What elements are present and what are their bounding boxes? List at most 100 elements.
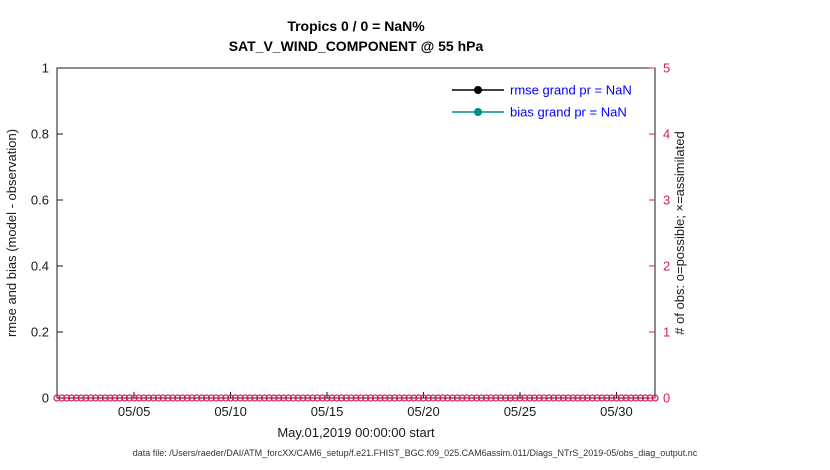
possible-obs-marker [67, 394, 76, 402]
possible-obs-marker [289, 394, 297, 402]
possible-obs-marker [390, 394, 399, 402]
possible-obs-marker [366, 394, 375, 402]
possible-obs-marker [492, 394, 500, 402]
x-tick-label: 05/30 [600, 404, 633, 419]
possible-obs-marker [299, 394, 307, 402]
possible-obs-marker [617, 394, 625, 402]
possible-obs-marker [506, 394, 514, 402]
possible-obs-marker [636, 394, 645, 402]
chart-title: Tropics 0 / 0 = NaN% [287, 18, 425, 34]
possible-obs-marker [415, 394, 423, 402]
possible-obs-marker [376, 394, 384, 402]
possible-obs-marker [217, 394, 225, 402]
y-axis-label-left: rmse and bias (model - observation) [4, 129, 19, 337]
possible-obs-marker [169, 394, 177, 402]
x-tick-label: 05/05 [118, 404, 151, 419]
possible-obs-marker [207, 394, 215, 402]
possible-obs-marker [400, 394, 408, 402]
possible-obs-marker [362, 394, 370, 402]
y-tick-label-right: 3 [663, 193, 670, 208]
possible-obs-marker [357, 394, 365, 402]
possible-obs-marker [202, 394, 211, 402]
possible-obs-marker [535, 394, 543, 402]
possible-obs-marker [347, 394, 355, 402]
possible-obs-marker [612, 394, 621, 402]
possible-obs-marker [227, 394, 235, 402]
possible-obs-marker [593, 394, 601, 402]
x-tick-label: 05/15 [311, 404, 344, 419]
y-tick-label-left: 0.8 [31, 127, 49, 142]
possible-obs-marker [444, 394, 452, 402]
possible-obs-marker [280, 394, 288, 402]
possible-obs-marker [545, 394, 553, 402]
possible-obs-marker [72, 394, 80, 402]
possible-obs-marker [251, 394, 259, 402]
possible-obs-marker [154, 394, 162, 402]
chart-subtitle: SAT_V_WIND_COMPONENT @ 55 hPa [229, 38, 484, 54]
legend-rmse-marker-icon [474, 86, 482, 94]
plot-area [56, 67, 656, 399]
possible-obs-marker [607, 394, 616, 402]
possible-obs-marker [352, 394, 360, 402]
y-tick-label-right: 5 [663, 61, 670, 76]
possible-obs-marker [255, 394, 264, 402]
possible-obs-marker [622, 394, 630, 402]
possible-obs-marker [116, 394, 124, 402]
possible-obs-marker [583, 394, 592, 402]
legend-rmse-label: rmse grand pr = NaN [510, 83, 632, 98]
possible-obs-marker [439, 394, 447, 402]
legend: rmse grand pr = NaN bias grand pr = NaN [452, 83, 632, 120]
possible-obs-marker [588, 394, 596, 402]
possible-obs-marker [130, 394, 138, 402]
possible-obs-marker [429, 394, 437, 402]
legend-bias-marker-icon [474, 108, 482, 116]
possible-obs-marker [58, 394, 66, 402]
y-tick-label-left: 0.2 [31, 325, 49, 340]
possible-obs-marker [410, 394, 418, 402]
possible-obs-marker [77, 394, 85, 402]
y-tick-label-left: 0.6 [31, 193, 49, 208]
possible-obs-marker [530, 394, 539, 402]
possible-obs-marker [511, 394, 519, 402]
possible-obs-marker [145, 394, 153, 402]
possible-obs-marker [559, 394, 567, 402]
possible-obs-marker [564, 394, 572, 402]
possible-obs-marker [265, 394, 273, 402]
possible-obs-marker [87, 394, 95, 402]
possible-obs-marker [487, 394, 495, 402]
possible-obs-marker [554, 394, 563, 402]
possible-obs-marker [424, 394, 432, 402]
x-tick-label: 05/25 [504, 404, 537, 419]
possible-obs-marker [395, 394, 403, 402]
possible-obs-marker [231, 394, 240, 402]
possible-obs-marker [646, 394, 654, 402]
footer-datafile: data file: /Users/raeder/DAI/ATM_forcXX/… [133, 448, 698, 458]
possible-obs-marker [540, 394, 548, 402]
possible-obs-marker [477, 394, 485, 402]
possible-obs-marker [323, 394, 331, 402]
possible-obs-marker [304, 394, 312, 402]
possible-obs-marker [598, 394, 606, 402]
possible-obs-marker [482, 394, 490, 402]
possible-obs-marker [294, 394, 302, 402]
possible-obs-marker [53, 394, 61, 402]
x-axis-label: May.01,2019 00:00:00 start [277, 425, 435, 440]
y-tick-label-left: 1 [42, 61, 49, 76]
axis-ticks: 0 0.2 0.4 0.6 0.8 1 0 1 2 3 4 5 05/05 05/10 05/15 05/20… [31, 61, 670, 420]
possible-obs-marker [111, 394, 119, 402]
possible-obs-marker [448, 394, 457, 402]
possible-obs-marker [260, 394, 268, 402]
possible-obs-marker [381, 394, 389, 402]
possible-obs-marker [188, 394, 196, 402]
possible-obs-marker [419, 394, 428, 402]
possible-obs-marker [453, 394, 461, 402]
possible-obs-marker [222, 394, 230, 402]
possible-obs-marker [458, 394, 466, 402]
possible-obs-marker [284, 394, 293, 402]
possible-obs-marker [193, 394, 201, 402]
possible-obs-marker [405, 394, 413, 402]
y-tick-label-left: 0.4 [31, 259, 49, 274]
possible-obs-marker [550, 394, 558, 402]
possible-obs-marker [275, 394, 283, 402]
y-axis-label-right: # of obs: o=possible; ×=assimilated [672, 131, 687, 334]
